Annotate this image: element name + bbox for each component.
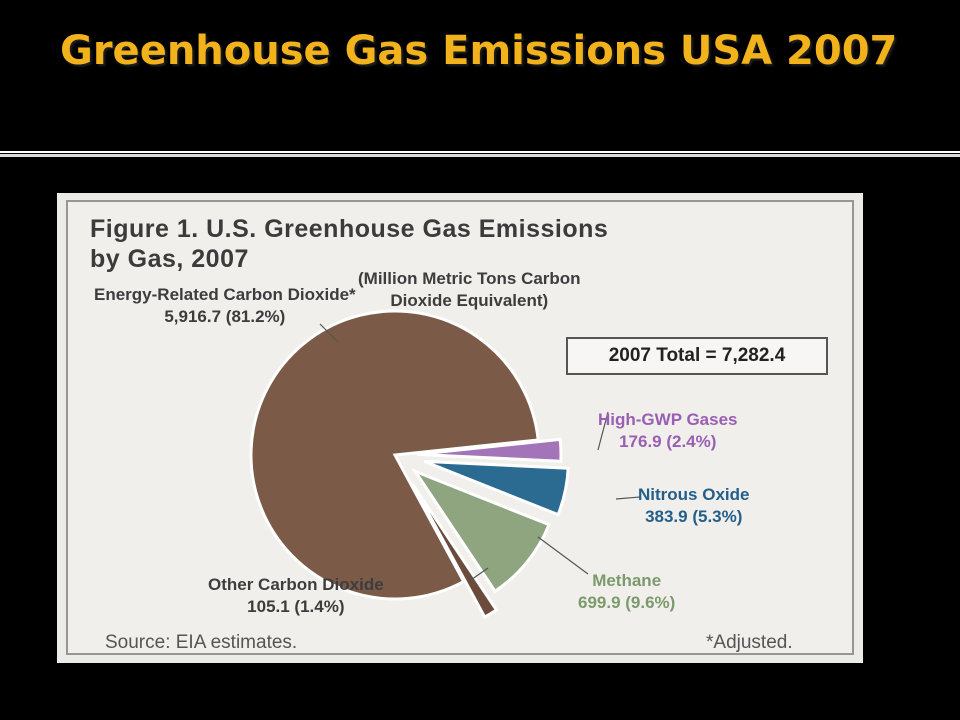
pie-slice-energy-related-carbon-dioxide [249, 309, 540, 601]
pie-slice-high-gwp-gases [416, 437, 563, 463]
figure-title: Figure 1. U.S. Greenhouse Gas Emissions … [90, 215, 609, 273]
pie-slice-nitrous-oxide [423, 459, 570, 517]
figure-image: Figure 1. U.S. Greenhouse Gas Emissions … [57, 193, 863, 663]
title-bar: Greenhouse Gas Emissions USA 2007 [0, 0, 960, 150]
label-energy-value: 5,916.7 (81.2%) [164, 307, 286, 326]
label-other-co2-value: 105.1 (1.4%) [247, 597, 345, 616]
leader-methane [537, 536, 589, 575]
label-high-gwp-value: 176.9 (2.4%) [619, 432, 717, 451]
footnote: *Adjusted. [706, 632, 793, 653]
leader-other-co2 [467, 567, 489, 583]
slide-title: Greenhouse Gas Emissions USA 2007 [60, 28, 898, 74]
label-other-co2: Other Carbon Dioxide 105.1 (1.4%) [208, 574, 384, 618]
total-box: 2007 Total = 7,282.4 [566, 337, 828, 375]
title-divider [0, 151, 960, 157]
figure-frame: Figure 1. U.S. Greenhouse Gas Emissions … [66, 200, 854, 655]
source-note: Source: EIA estimates. [105, 632, 298, 653]
pie-slice-methane [411, 468, 551, 594]
label-high-gwp: High-GWP Gases 176.9 (2.4%) [598, 409, 738, 453]
pie-slice-other-carbon-dioxide [411, 483, 499, 620]
label-methane-name: Methane [592, 571, 662, 590]
label-energy-name: Energy-Related Carbon Dioxide* [94, 285, 356, 304]
leader-high-gwp [597, 411, 609, 451]
label-methane-value: 699.9 (9.6%) [578, 593, 676, 612]
label-other-co2-name: Other Carbon Dioxide [208, 575, 384, 594]
pie-chart [249, 309, 641, 620]
leader-energy [319, 323, 339, 343]
label-high-gwp-name: High-GWP Gases [598, 410, 738, 429]
label-energy-related-co2: Energy-Related Carbon Dioxide* 5,916.7 (… [94, 284, 356, 328]
label-nitrous-oxide: Nitrous Oxide 383.9 (5.3%) [638, 484, 749, 528]
label-methane: Methane 699.9 (9.6%) [578, 570, 675, 614]
label-nitrous-value: 383.9 (5.3%) [645, 507, 743, 526]
leader-nitrous [615, 496, 641, 500]
units-note: (Million Metric Tons Carbon Dioxide Equi… [358, 269, 581, 310]
label-nitrous-name: Nitrous Oxide [638, 485, 750, 504]
